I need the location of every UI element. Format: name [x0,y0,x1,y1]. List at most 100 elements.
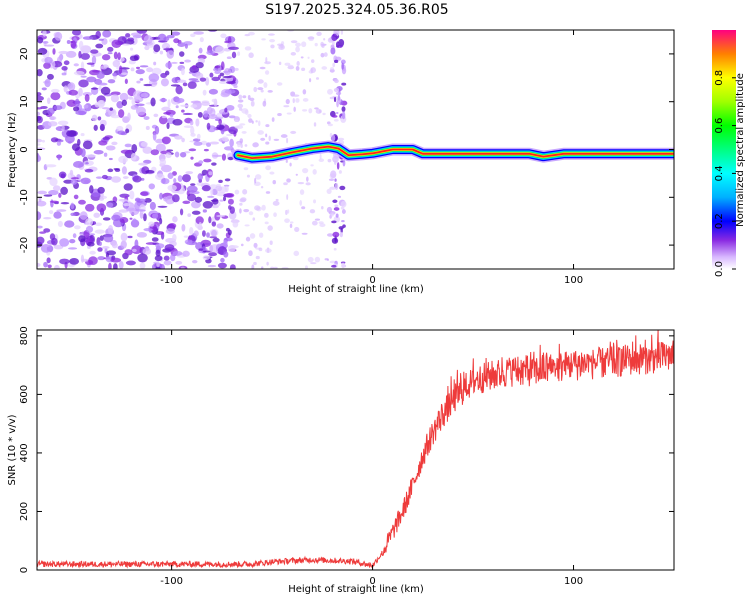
noise-blob [142,146,153,154]
noise-blob [212,237,220,243]
noise-blob [179,61,185,64]
noise-blob [107,52,113,55]
noise-blob [113,263,118,269]
noise-blob [295,46,300,53]
noise-blob [80,254,85,263]
noise-blob [187,213,192,217]
noise-blob [37,190,48,195]
noise-blob [257,130,264,135]
noise-blob [102,30,112,38]
noise-blob [100,86,111,95]
noise-blob [98,38,104,41]
noise-blob [50,91,61,101]
noise-blob [119,217,129,224]
noise-blob [130,67,135,72]
noise-blob [145,169,155,174]
noise-blob [225,227,230,232]
noise-blob [272,180,277,185]
noise-blob [173,177,177,184]
noise-blob [318,158,325,163]
noise-blob [46,257,51,264]
noise-blob [179,51,185,57]
noise-blob [57,220,63,228]
noise-blob [335,111,339,114]
noise-blob [299,200,303,206]
noise-blob [340,206,345,210]
noise-blob [150,149,160,156]
noise-blob [40,244,51,248]
noise-blob [208,114,218,120]
noise-blob [160,78,169,87]
noise-blob [255,120,258,123]
noise-blob [47,73,54,80]
noise-blob [44,79,51,88]
noise-blob [138,162,148,166]
noise-blob [37,225,43,229]
noise-blob [243,208,250,213]
noise-blob [73,63,79,67]
noise-blob [43,62,51,69]
noise-blob [337,137,345,141]
noise-blob [266,261,269,266]
noise-blob [155,243,165,249]
noise-blob [198,47,203,54]
colorbar-tick-label: 0.8 [714,70,725,86]
noise-blob [80,148,86,158]
noise-blob [70,40,77,49]
noise-blob [197,112,203,118]
noise-blob [140,191,149,196]
noise-blob [119,193,130,198]
x-tick-label: 100 [564,275,583,286]
noise-blob [331,264,337,268]
noise-blob [313,122,317,127]
noise-blob [264,70,270,75]
noise-blob [102,136,110,141]
noise-blob [124,249,133,256]
noise-blob [209,141,220,145]
noise-blob [214,65,221,69]
noise-blob [280,134,288,138]
noise-blob [160,72,167,79]
noise-blob [187,81,197,89]
noise-blob [39,231,46,234]
noise-blob [135,106,146,116]
noise-blob [198,160,204,165]
noise-blob [341,106,346,112]
noise-blob [326,188,332,194]
spectrogram-x-label: Height of straight line (km) [288,284,424,295]
noise-blob [175,260,183,265]
noise-blob [110,257,122,263]
noise-blob [50,199,54,208]
noise-blob [201,185,211,192]
noise-blob [270,44,275,49]
noise-blob [341,82,347,86]
noise-blob [268,33,275,36]
noise-blob [340,200,347,208]
noise-blob [103,152,108,157]
noise-blob [78,87,83,97]
y-tick-label: 10 [19,95,30,108]
noise-blob [166,201,172,205]
noise-blob [96,71,105,80]
noise-blob [153,44,161,53]
noise-blob [272,200,280,206]
spectrogram-y-ticks: -20 -10 0 10 20 [19,48,674,253]
noise-blob [202,200,214,209]
noise-blob [190,100,201,104]
noise-blob [273,212,277,218]
noise-blob [37,153,40,162]
noise-blob [290,40,298,44]
noise-blob [43,261,48,268]
noise-blob [102,217,111,221]
noise-blob [127,235,133,239]
noise-blob [111,214,121,222]
noise-blob [341,220,345,223]
noise-blob [148,73,160,83]
noise-blob [58,50,69,55]
noise-blob [251,120,254,124]
noise-blob [234,189,240,195]
noise-blob [170,254,176,262]
noise-blob [270,266,274,269]
x-tick-label: 0 [369,275,375,286]
noise-blob [182,250,190,257]
